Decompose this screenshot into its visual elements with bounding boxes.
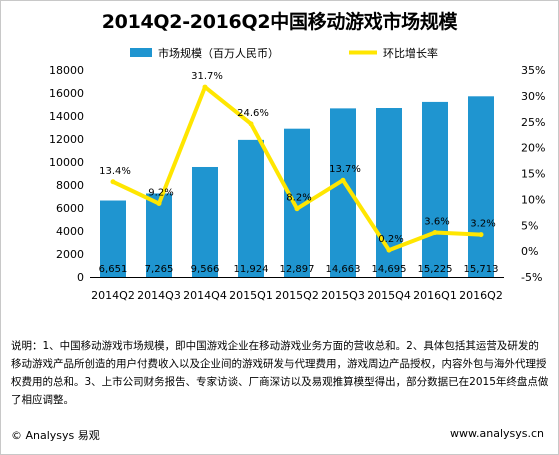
x-tick-label: 2014Q3 — [137, 289, 181, 302]
bar-value-label: 15,713 — [464, 264, 499, 275]
y-left-tick-label: 10000 — [49, 156, 84, 169]
y-right-tick-label: 30% — [521, 90, 545, 103]
growth-rate-label: 13.4% — [99, 166, 131, 177]
growth-rate-point — [110, 179, 116, 185]
y-right-tick-label: 0% — [521, 245, 538, 258]
bar-value-label: 14,663 — [326, 264, 361, 275]
growth-rate-point — [248, 121, 254, 127]
x-tick-label: 2015Q2 — [275, 289, 319, 302]
y-left-tick-label: 12000 — [49, 133, 84, 146]
y-left-tick-label: 4000 — [56, 225, 84, 238]
combo-chart: 0 2000 4000 6000 8000 10000 12000 14000 16000 180… — [49, 46, 545, 302]
growth-rate-point — [432, 229, 438, 235]
y-left-tick-label: 0 — [77, 271, 84, 284]
growth-rate-label: 31.7% — [191, 71, 223, 82]
growth-rate-label: 8.2% — [286, 193, 311, 204]
y-right-tick-label: -5% — [521, 271, 542, 284]
y-right-tick-label: 15% — [521, 168, 545, 181]
y-right-tick-label: 25% — [521, 116, 545, 129]
y-right-tick-label: 5% — [521, 219, 538, 232]
y-left-tick-label: 6000 — [56, 202, 84, 215]
x-tick-label: 2015Q1 — [229, 289, 273, 302]
bar-value-label: 11,924 — [234, 264, 269, 275]
growth-rate-label: 13.7% — [329, 164, 361, 175]
y-left-tick-label: 14000 — [49, 110, 84, 123]
growth-rate-point — [202, 84, 208, 90]
legend-bar-label: 市场规模（百万人民币） — [158, 46, 279, 60]
bar-market-size — [192, 166, 218, 277]
footer-website: www.analysys.cn — [450, 427, 544, 440]
x-tick-label: 2014Q2 — [91, 289, 135, 302]
growth-rate-point — [340, 177, 346, 183]
growth-rate-point — [294, 206, 300, 212]
y-left-tick-label: 8000 — [56, 179, 84, 192]
bar-value-label: 15,225 — [418, 264, 453, 275]
y-left-tick-label: 16000 — [49, 87, 84, 100]
bar-market-size — [238, 139, 264, 277]
x-tick-label: 2016Q2 — [459, 289, 503, 302]
growth-rate-label: 24.6% — [237, 108, 269, 119]
y-right-tick-label: 20% — [521, 142, 545, 155]
bar-market-size — [146, 193, 172, 277]
y-left-tick-label: 2000 — [56, 248, 84, 261]
growth-rate-point — [478, 232, 484, 238]
bar-value-label: 9,566 — [191, 264, 220, 275]
chart-note: 说明：1、中国移动游戏市场规模，即中国游戏企业在移动游戏业务方面的营收总和。2、… — [11, 340, 549, 406]
growth-rate-point — [386, 247, 392, 253]
legend-bar-swatch — [130, 48, 152, 57]
bar-value-label: 14,695 — [372, 264, 407, 275]
bar-value-label: 6,651 — [99, 264, 128, 275]
x-tick-label: 2014Q4 — [183, 289, 227, 302]
x-tick-label: 2015Q3 — [321, 289, 365, 302]
bar-value-label: 12,897 — [280, 264, 315, 275]
bar-market-size — [468, 96, 494, 277]
bar-market-size — [100, 200, 126, 277]
y-right-tick-label: 10% — [521, 193, 545, 206]
chart-title: 2014Q2-2016Q2中国移动游戏市场规模 — [101, 11, 458, 33]
y-right-tick-label: 35% — [521, 64, 545, 77]
x-tick-label: 2016Q1 — [413, 289, 457, 302]
growth-rate-label: 3.2% — [470, 219, 495, 230]
legend-line-label: 环比增长率 — [383, 46, 438, 60]
bar-value-label: 7,265 — [145, 264, 174, 275]
x-tick-label: 2015Q4 — [367, 289, 411, 302]
growth-rate-point — [156, 201, 162, 207]
growth-rate-label: 0.2% — [378, 234, 403, 245]
growth-rate-label: 9.2% — [148, 188, 173, 199]
growth-rate-label: 3.6% — [424, 216, 449, 227]
bar-market-size — [422, 101, 448, 277]
y-left-tick-label: 18000 — [49, 64, 84, 77]
footer-copyright: © Analysys 易观 — [11, 429, 100, 442]
